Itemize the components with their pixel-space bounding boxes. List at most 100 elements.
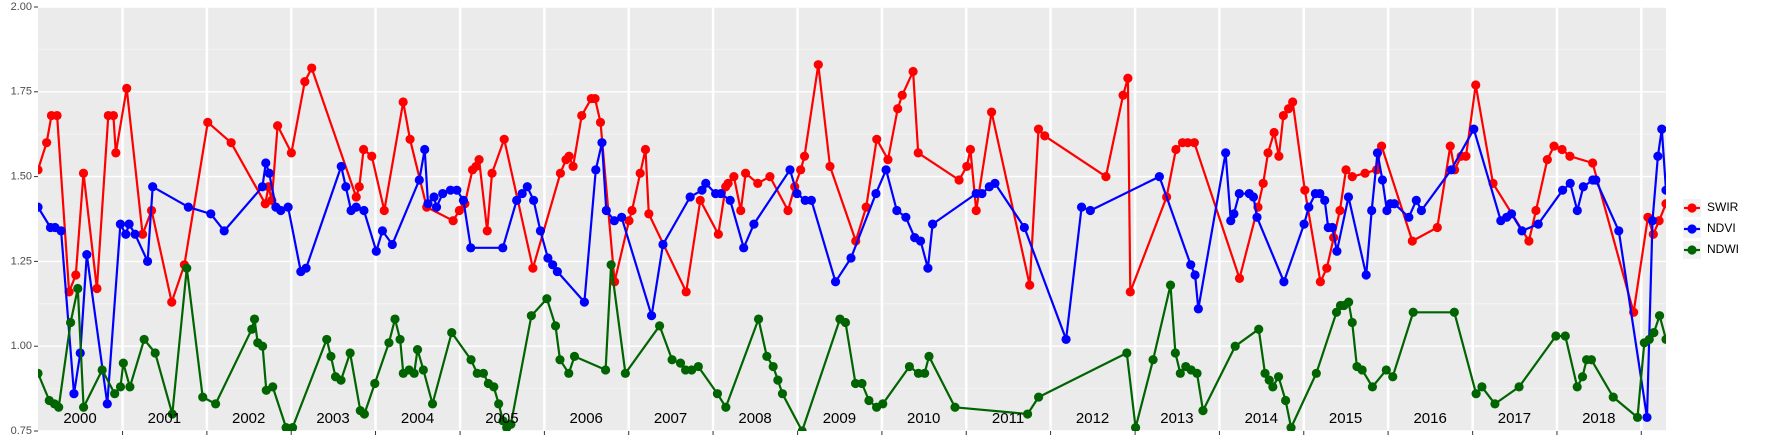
data-point-ndwi (864, 395, 874, 406)
data-point-swir (723, 178, 733, 188)
data-point-ndwi (762, 351, 772, 361)
data-point-ndvi (1647, 216, 1658, 226)
data-point-ndvi (261, 158, 271, 168)
data-point-ndvi (445, 185, 456, 195)
year-label: 2010 (907, 410, 940, 427)
data-point-swir (379, 205, 389, 216)
data-point-ndvi (792, 188, 802, 199)
data-point-ndwi (1449, 307, 1459, 317)
data-point-ndvi (1061, 334, 1071, 345)
data-point-ndwi (1367, 382, 1378, 392)
data-point-ndwi (395, 334, 405, 345)
data-point-ndwi (336, 375, 346, 385)
data-point-ndwi (620, 368, 630, 378)
data-point-ndwi (384, 338, 394, 348)
data-point-ndwi (1347, 317, 1357, 328)
data-point-ndvi (1343, 192, 1354, 202)
data-point-ndwi (211, 399, 221, 409)
data-point-ndwi (1170, 348, 1180, 358)
data-point-ndvi (423, 199, 433, 209)
data-point-ndvi (1377, 175, 1388, 185)
data-point-ndwi (1357, 365, 1367, 375)
data-point-ndwi (1175, 368, 1185, 378)
data-point-ndwi (489, 382, 499, 392)
data-point-ndwi (268, 382, 278, 392)
data-point-ndwi (924, 351, 934, 361)
data-point-swir (695, 195, 705, 205)
legend-label: SWIR (1707, 200, 1739, 214)
data-point-ndvi (646, 311, 657, 321)
legend-key-marker (1687, 245, 1697, 255)
data-point-ndwi (54, 402, 64, 412)
data-point-swir (1040, 131, 1050, 141)
y-tick-label: 1.25 (11, 255, 32, 267)
data-point-ndvi (414, 175, 424, 185)
data-point-ndwi (198, 392, 208, 402)
data-point-swir (861, 202, 871, 212)
data-point-swir (971, 205, 981, 216)
data-point-swir (1288, 97, 1298, 107)
legend-item-ndwi: NDWI (1683, 241, 1739, 259)
data-point-ndvi (871, 188, 881, 199)
data-point-swir (813, 60, 823, 70)
data-point-ndwi (950, 402, 960, 412)
data-point-ndvi (1186, 260, 1196, 270)
data-point-swir (307, 63, 317, 73)
data-point-ndvi (517, 188, 527, 199)
year-label: 2001 (148, 410, 181, 427)
data-point-swir (351, 192, 361, 202)
data-point-ndvi (1315, 188, 1325, 199)
data-point-swir (564, 151, 574, 161)
data-point-ndvi (1304, 202, 1314, 212)
data-point-swir (1471, 80, 1481, 90)
data-point-ndvi (716, 188, 726, 199)
data-point-ndwi (287, 423, 298, 431)
data-point-swir (448, 216, 458, 226)
data-point-ndvi (1085, 205, 1095, 216)
y-tick-label: 1.50 (11, 171, 32, 183)
data-point-swir (1171, 144, 1181, 155)
data-point-ndwi (564, 368, 574, 378)
data-point-ndwi (1490, 399, 1500, 409)
data-point-ndvi (1252, 212, 1262, 222)
data-point-ndvi (130, 229, 140, 239)
data-point-ndvi (69, 389, 79, 399)
data-point-swir (627, 205, 637, 216)
data-point-ndwi (542, 294, 552, 304)
data-point-ndvi (1389, 199, 1399, 209)
data-point-ndvi (1411, 195, 1421, 205)
data-point-ndvi (56, 226, 66, 236)
data-point-ndvi (892, 205, 902, 216)
data-point-ndwi (712, 389, 723, 399)
data-point-swir (1376, 141, 1387, 151)
data-point-ndwi (753, 314, 764, 324)
data-point-swir (740, 168, 751, 178)
data-point-swir (962, 161, 972, 172)
data-point-swir (1123, 73, 1133, 83)
year-label: 2007 (654, 410, 687, 427)
data-point-swir (1101, 172, 1111, 182)
year-label: 2014 (1245, 410, 1278, 427)
data-point-ndvi (1565, 178, 1575, 188)
data-point-ndvi (301, 263, 311, 273)
data-point-swir (986, 107, 997, 117)
data-point-ndvi (1320, 195, 1330, 205)
data-point-ndwi (675, 358, 686, 368)
data-point-ndvi (609, 216, 619, 226)
data-point-ndwi (550, 321, 561, 331)
data-point-ndvi (697, 185, 707, 195)
data-point-ndvi (1661, 185, 1666, 195)
data-point-ndvi (1416, 205, 1427, 216)
data-point-ndwi (38, 368, 43, 378)
data-point-swir (883, 155, 893, 165)
data-point-swir (226, 138, 236, 148)
data-point-swir (1322, 263, 1332, 273)
data-point-ndvi (1019, 222, 1029, 233)
data-point-ndvi (142, 256, 153, 266)
data-point-ndwi (478, 368, 489, 378)
data-point-ndvi (276, 205, 286, 216)
data-point-ndwi (257, 341, 268, 351)
data-point-ndvi (739, 243, 749, 253)
data-point-swir (913, 148, 923, 158)
data-point-ndwi (1551, 331, 1561, 341)
